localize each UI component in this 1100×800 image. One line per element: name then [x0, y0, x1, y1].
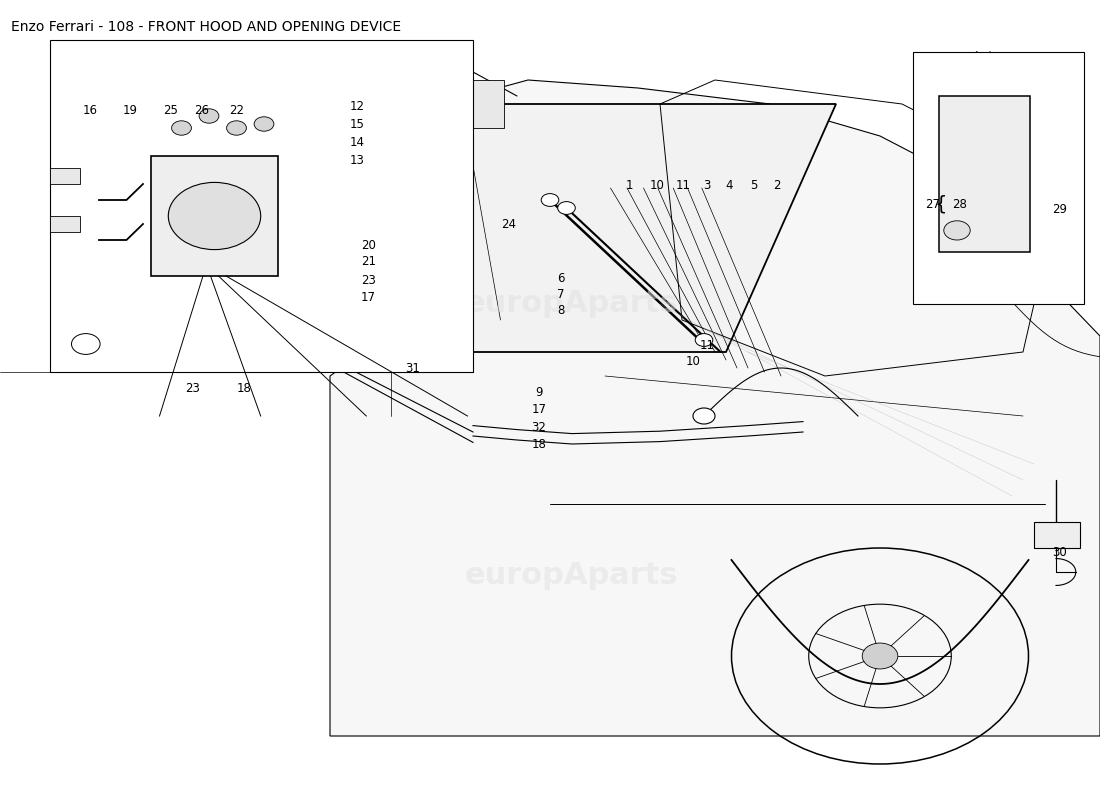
Text: 17: 17: [531, 403, 547, 416]
Bar: [151, 156, 278, 276]
Text: 25: 25: [163, 104, 178, 117]
Text: 21: 21: [361, 255, 376, 268]
Text: 3: 3: [704, 179, 711, 192]
Text: Enzo Ferrari - 108 - FRONT HOOD AND OPENING DEVICE: Enzo Ferrari - 108 - FRONT HOOD AND OPEN…: [11, 20, 402, 34]
Circle shape: [254, 117, 274, 131]
Text: 22: 22: [229, 104, 244, 117]
Text: 18: 18: [531, 438, 547, 451]
Bar: [50, 40, 473, 372]
Bar: [50, 168, 80, 184]
Text: 20: 20: [361, 239, 376, 252]
Text: 12: 12: [350, 100, 365, 113]
Circle shape: [558, 202, 575, 214]
Text: 28: 28: [952, 198, 967, 210]
Text: 14: 14: [350, 136, 365, 149]
Text: 19: 19: [122, 104, 138, 117]
Text: 18: 18: [236, 382, 252, 395]
Text: europAparts: europAparts: [465, 290, 679, 318]
Text: 24: 24: [500, 218, 516, 230]
Text: 8: 8: [558, 304, 564, 317]
Text: 32: 32: [531, 421, 547, 434]
Polygon shape: [363, 104, 836, 352]
Text: 27: 27: [925, 198, 940, 210]
Text: 31: 31: [405, 362, 420, 374]
Text: 11: 11: [675, 179, 691, 192]
Text: 1: 1: [626, 179, 632, 192]
Circle shape: [72, 334, 100, 354]
Text: 10: 10: [685, 355, 701, 368]
Text: 11: 11: [700, 339, 715, 352]
Text: 13: 13: [350, 154, 365, 166]
Circle shape: [541, 194, 559, 206]
Circle shape: [168, 182, 261, 250]
Bar: [50, 216, 80, 232]
Text: 15: 15: [350, 118, 365, 130]
Circle shape: [227, 121, 246, 135]
Text: 26: 26: [194, 104, 209, 117]
Text: 2: 2: [773, 179, 780, 192]
Text: 16: 16: [82, 104, 98, 117]
Circle shape: [172, 121, 191, 135]
Circle shape: [944, 221, 970, 240]
Bar: [449, 80, 504, 128]
Text: 7: 7: [558, 288, 564, 301]
Text: 9: 9: [536, 386, 542, 398]
Text: 6: 6: [558, 272, 564, 285]
Text: europAparts: europAparts: [135, 290, 349, 318]
Text: 23: 23: [361, 274, 376, 286]
Text: {: {: [934, 194, 947, 214]
Text: europAparts: europAparts: [465, 562, 679, 590]
Text: 17: 17: [361, 291, 376, 304]
Bar: [913, 52, 1084, 304]
Text: 29: 29: [1052, 203, 1067, 216]
Text: 30: 30: [1052, 546, 1067, 558]
Circle shape: [693, 408, 715, 424]
Circle shape: [695, 334, 713, 346]
Text: 4: 4: [726, 179, 733, 192]
Bar: [1034, 522, 1080, 548]
Polygon shape: [330, 80, 1100, 736]
Text: 23: 23: [185, 382, 200, 395]
Circle shape: [199, 109, 219, 123]
Circle shape: [862, 643, 898, 669]
Text: 5: 5: [750, 179, 757, 192]
Text: 10: 10: [649, 179, 664, 192]
Bar: [939, 96, 1030, 252]
